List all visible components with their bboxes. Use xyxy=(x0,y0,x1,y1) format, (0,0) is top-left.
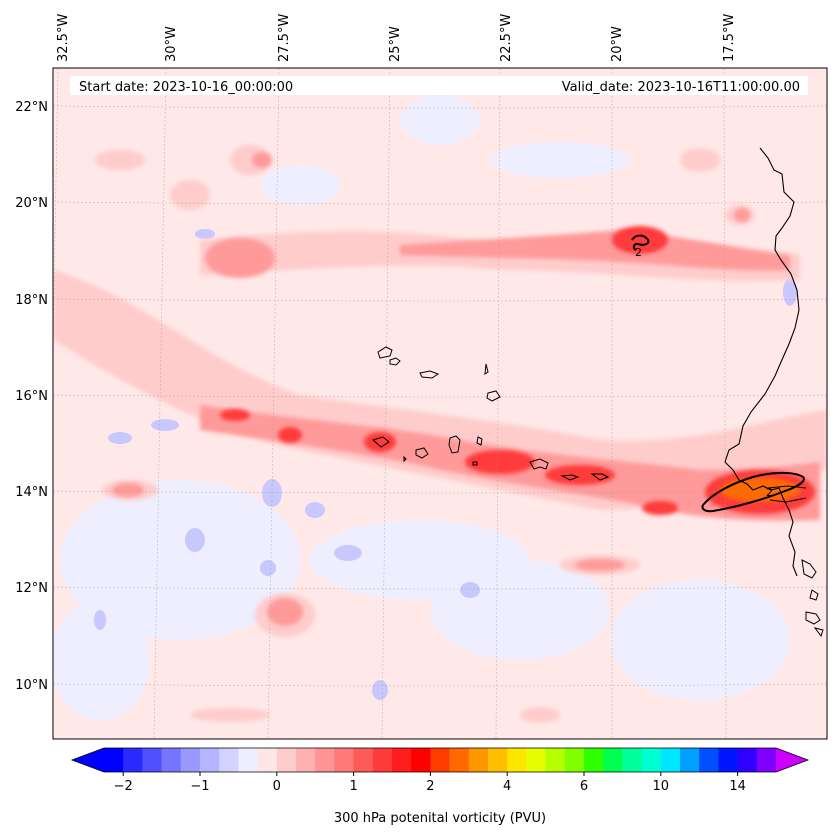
contour-label-south: 2 xyxy=(766,486,773,499)
header-box xyxy=(70,76,808,95)
colorbar-cell xyxy=(104,748,124,772)
colorbar-tick-label: 14 xyxy=(729,779,746,794)
lon-label: 20°W xyxy=(610,26,625,62)
colorbar-cell xyxy=(353,748,374,772)
colorbar-tick-label: 10 xyxy=(653,779,670,794)
colorbar-tick-label: 2 xyxy=(426,779,434,794)
colorbar-cell xyxy=(200,748,220,772)
colorbar-cell xyxy=(123,748,143,772)
colorbar-cell xyxy=(219,748,239,772)
lon-label: 25°W xyxy=(388,26,403,62)
lon-label: 30°W xyxy=(164,26,179,62)
colorbar-cell xyxy=(161,748,182,772)
lat-label: 14°N xyxy=(15,485,48,500)
map-frame xyxy=(52,67,828,740)
valid-date-label: Valid_date: 2023-10-16T11:00:00.00 xyxy=(562,80,800,95)
lat-label: 18°N xyxy=(15,293,48,308)
colorbar-cell xyxy=(411,748,431,772)
colorbar-cell xyxy=(142,748,163,772)
lat-label: 10°N xyxy=(15,678,48,693)
lat-label: 20°N xyxy=(15,196,48,211)
colorbar-tick-label: 0 xyxy=(273,779,281,794)
colorbar-cell xyxy=(603,748,623,772)
colorbar-cell xyxy=(430,748,451,772)
colorbar-cell xyxy=(468,748,489,772)
colorbar-tick-label: 4 xyxy=(503,779,511,794)
pv-field: 2 2 xyxy=(53,68,827,739)
colorbar-label: 300 hPa potenital vorticity (PVU) xyxy=(334,811,546,826)
colorbar-cell xyxy=(372,748,393,772)
colorbar-cell xyxy=(392,748,412,772)
islands xyxy=(371,346,610,481)
colorbar-cell xyxy=(334,748,355,772)
colorbar-tick-label: 1 xyxy=(349,779,357,794)
colorbar-cell xyxy=(507,748,527,772)
colorbar-cell xyxy=(718,748,739,772)
lon-label: 17.5°W xyxy=(722,14,737,62)
coastal-islands xyxy=(801,559,824,638)
africa-coastline xyxy=(724,147,800,577)
colorbar-cell xyxy=(660,748,681,772)
map-panel: 2 2 Start date: 2023-10-16_00:00:00 Vali… xyxy=(52,67,828,740)
pv-core-orange xyxy=(720,478,800,502)
colorbar-cell xyxy=(526,748,547,772)
negative-pv-cores xyxy=(94,229,797,700)
colorbar-cell xyxy=(584,748,604,772)
longitude-labels: 32.5°W 30°W 27.5°W 25°W 22.5°W 20°W 17.5… xyxy=(56,14,737,62)
colorbar-cell xyxy=(564,748,585,772)
colorbar-cell xyxy=(622,748,643,772)
lat-label: 16°N xyxy=(15,389,48,404)
colorbar-tick-label: −2 xyxy=(114,779,133,794)
pv-2-contours xyxy=(631,234,805,513)
colorbar-outline xyxy=(70,747,810,773)
colorbar-cells xyxy=(104,748,777,772)
colorbar-cell xyxy=(699,748,719,772)
colorbar-cell xyxy=(680,748,700,772)
gambia-river xyxy=(767,485,807,503)
colorbar-tick-label: −1 xyxy=(190,779,209,794)
colorbar-ticks: −2 −1 0 1 2 4 6 10 14 xyxy=(114,772,746,794)
colorbar-cell xyxy=(488,748,508,772)
lat-label: 22°N xyxy=(15,100,48,115)
colorbar-extend-high xyxy=(776,748,808,772)
start-date-label: Start date: 2023-10-16_00:00:00 xyxy=(79,80,293,95)
lat-label: 12°N xyxy=(15,581,48,596)
latitude-labels: 22°N 20°N 18°N 16°N 14°N 12°N 10°N xyxy=(15,100,48,693)
negative-pv-patches xyxy=(53,95,790,720)
colorbar-cell xyxy=(180,748,201,772)
colorbar-cell xyxy=(756,748,777,772)
colorbar-cell xyxy=(545,748,566,772)
colorbar-cell xyxy=(257,748,278,772)
contour-label-north: 2 xyxy=(635,246,642,259)
colorbar-cell xyxy=(641,748,662,772)
colorbar-cell xyxy=(737,748,758,772)
lon-label: 32.5°W xyxy=(56,14,71,62)
colorbar: −2 −1 0 1 2 4 6 10 14 300 hPa potenital vorticit… xyxy=(70,747,810,826)
colorbar-cell xyxy=(276,748,297,772)
colorbar-cell xyxy=(449,748,470,772)
colorbar-tick-label: 6 xyxy=(580,779,588,794)
lon-label: 27.5°W xyxy=(277,14,292,62)
colorbar-cell xyxy=(238,748,259,772)
colorbar-cell xyxy=(315,748,335,772)
colorbar-cell xyxy=(296,748,316,772)
lon-label: 22.5°W xyxy=(499,14,514,62)
colorbar-extend-low xyxy=(72,748,104,772)
